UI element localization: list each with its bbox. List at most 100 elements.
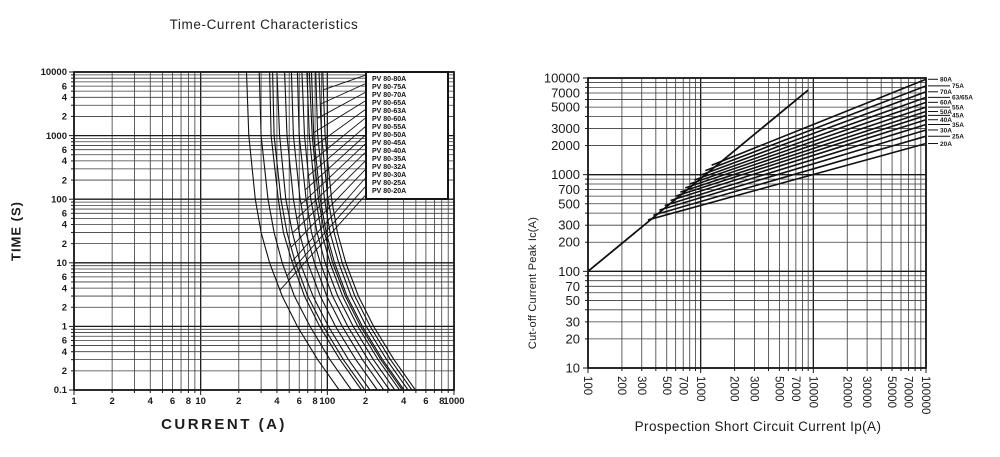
time-current-chart-title: Time-Current Characteristics (169, 17, 359, 32)
svg-text:10: 10 (56, 258, 67, 269)
svg-text:2: 2 (363, 396, 368, 407)
cutoff-line (670, 118, 927, 202)
svg-text:8: 8 (439, 396, 444, 407)
cutoff-line (664, 123, 927, 207)
legend-item: PV 80-50A (372, 131, 407, 139)
fuse-curve (269, 71, 362, 391)
svg-text:500: 500 (660, 376, 672, 395)
rating-label: 60A (940, 100, 952, 107)
cutoff-line (659, 129, 927, 211)
legend-item: PV 80-75A (372, 83, 407, 91)
svg-text:5000: 5000 (773, 376, 785, 402)
rating-label: 40A (940, 117, 952, 124)
fuse-curve (315, 71, 409, 391)
legend-item: PV 80-25A (372, 180, 407, 188)
svg-text:1000: 1000 (46, 131, 67, 142)
svg-text:8: 8 (186, 396, 191, 407)
rating-labels: 80A75A70A63/65A60A55A50A45A40A35A30A25A2… (928, 77, 973, 148)
fuse-curve (276, 71, 371, 391)
svg-text:70000: 70000 (902, 376, 914, 408)
prospective-axis-label: Prospection Short Circuit Current Ip(A) (634, 419, 882, 434)
svg-text:4: 4 (62, 156, 68, 167)
svg-text:30: 30 (566, 314, 580, 329)
svg-text:4: 4 (274, 396, 280, 407)
svg-text:6: 6 (297, 396, 302, 407)
svg-text:30000: 30000 (860, 376, 872, 408)
rating-label: 70A (940, 89, 952, 96)
cutoff-line (694, 96, 927, 181)
svg-text:7000: 7000 (551, 85, 580, 100)
svg-text:50: 50 (566, 293, 580, 308)
fuse-curve (308, 71, 403, 391)
cutoff-lines (647, 78, 927, 221)
current-axis-label: CURRENT (A) (161, 416, 287, 433)
svg-text:300: 300 (635, 376, 647, 395)
legend-item: PV 80-45A (372, 140, 407, 148)
svg-text:1000: 1000 (694, 376, 706, 402)
plot-border (587, 77, 927, 369)
fuse-curve (301, 71, 396, 391)
grid (583, 77, 927, 373)
svg-text:1000: 1000 (443, 396, 464, 407)
svg-text:700: 700 (676, 376, 688, 395)
legend-item: PV 80-60A (372, 115, 407, 123)
svg-text:1: 1 (62, 322, 68, 333)
cutoff-line (689, 101, 927, 185)
svg-text:4: 4 (62, 283, 68, 294)
svg-text:100: 100 (319, 396, 335, 407)
cutoff-axis-label: Cut-off Current Peak Ic(A) (527, 216, 539, 350)
legend-item: PV 80-20A (372, 188, 407, 196)
svg-text:500: 500 (558, 196, 580, 211)
fuse-curve (310, 71, 405, 391)
rating-label: 35A (952, 122, 964, 129)
svg-text:6: 6 (62, 209, 67, 220)
cutoff-line (705, 85, 927, 172)
legend-item: PV 80-35A (372, 156, 407, 164)
legend-item: PV 80-80A (372, 75, 407, 83)
rating-label: 25A (952, 133, 964, 140)
svg-text:200: 200 (558, 235, 580, 250)
cutoff-line (711, 78, 927, 167)
svg-text:6: 6 (62, 272, 67, 283)
svg-text:2: 2 (109, 396, 114, 407)
fuse-curve (322, 71, 416, 391)
fuse-curves (245, 71, 416, 391)
rating-label: 55A (952, 104, 964, 111)
x-tick-labels: 100 200 300 500 700 1000 2000 3000 5000 7000 10000… (581, 376, 931, 414)
svg-text:100: 100 (51, 194, 67, 205)
svg-text:70: 70 (566, 279, 580, 294)
svg-text:0.1: 0.1 (54, 385, 68, 396)
rating-label: 63/65A (952, 95, 973, 102)
fuse-curve (296, 71, 391, 391)
svg-text:1000: 1000 (551, 167, 580, 182)
svg-text:10: 10 (195, 396, 206, 407)
legend-item: PV 80-63A (372, 107, 407, 115)
rating-label: 30A (940, 127, 952, 134)
rating-label: 80A (940, 77, 952, 84)
legend-item: PV 80-30A (372, 172, 407, 180)
svg-text:2: 2 (62, 112, 67, 123)
svg-text:2: 2 (62, 239, 67, 250)
fuse-curve (272, 71, 366, 391)
tick-labels: 1 2 4 6 8 10 2 4 6 8 100 2 4 6 8 1000100006421000642100… (41, 67, 465, 407)
fuse-curve (245, 71, 340, 391)
fuse-curve (290, 71, 385, 391)
legend-item: PV 80-55A (372, 123, 407, 131)
svg-text:4: 4 (62, 93, 68, 104)
svg-text:4: 4 (401, 396, 407, 407)
rating-label: 50A (940, 109, 952, 116)
svg-text:7000: 7000 (789, 376, 801, 402)
svg-text:200: 200 (615, 376, 627, 395)
time-axis-label: TIME (S) (8, 201, 24, 261)
svg-text:5000: 5000 (551, 100, 580, 115)
fuse-curve (318, 71, 413, 391)
svg-text:4: 4 (148, 396, 154, 407)
legend-item: PV 80-40A (372, 148, 407, 156)
svg-text:10000: 10000 (806, 376, 818, 408)
fuse-curve (258, 71, 352, 391)
legend-item: PV 80-70A (372, 91, 407, 99)
svg-text:50000: 50000 (885, 376, 897, 408)
svg-text:2000: 2000 (728, 376, 740, 402)
